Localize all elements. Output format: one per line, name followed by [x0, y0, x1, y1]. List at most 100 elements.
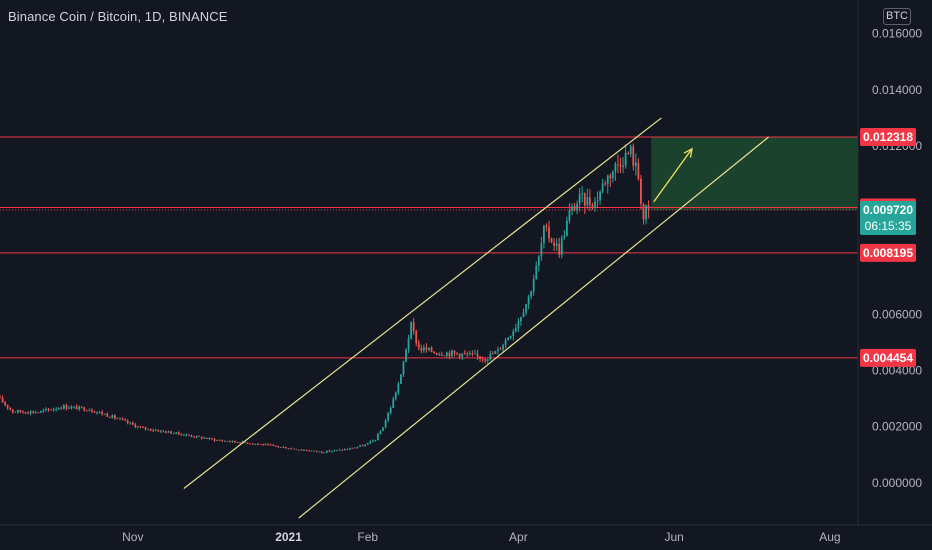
channel-lower-line[interactable] [298, 136, 770, 519]
candle-body-224 [571, 206, 573, 211]
candle-body-41 [103, 414, 106, 415]
candle-body-244 [622, 165, 624, 167]
candle-body-104 [264, 444, 267, 446]
candle-body-57 [144, 427, 147, 430]
candle-body-112 [285, 447, 287, 449]
candle-body-144 [366, 443, 369, 445]
candle-body-69 [175, 432, 178, 434]
candle-body-174 [443, 355, 446, 357]
y-tick-label: 0.006000 [872, 307, 922, 321]
candle-body-247 [629, 146, 632, 155]
candle-body-113 [287, 448, 290, 450]
candle-body-191 [486, 359, 489, 361]
time-axis[interactable]: Nov 2021 Feb Apr Jun Aug [122, 530, 840, 544]
candle-body-74 [188, 434, 190, 436]
candle-body-103 [262, 444, 264, 446]
candle-body-35 [88, 410, 91, 412]
candle-body-150 [382, 427, 384, 431]
candle-body-100 [254, 443, 257, 445]
candle-body-31 [78, 406, 81, 410]
candle-body-29 [73, 406, 75, 408]
candle-body-186 [474, 353, 476, 355]
level-tag-label: 0.012318 [863, 130, 913, 144]
candle-body-138 [351, 448, 354, 449]
candle-body-204 [520, 317, 522, 322]
candle-body-46 [116, 418, 119, 420]
candle-body-183 [466, 353, 469, 355]
candle-body-250 [637, 162, 640, 179]
candle-body-116 [295, 449, 298, 450]
candle-body-27 [68, 408, 70, 409]
candle-body-171 [435, 352, 438, 355]
candle-body-122 [310, 450, 313, 452]
candle-body-178 [453, 350, 456, 353]
candle-body-181 [461, 353, 464, 357]
candle-body-212 [540, 243, 543, 257]
candle-body-197 [502, 345, 504, 350]
candle-body-158 [402, 361, 405, 375]
candle-body-218 [555, 243, 558, 246]
candle-body-45 [114, 415, 116, 419]
candle-body-180 [458, 353, 461, 357]
candle-body-99 [251, 443, 254, 445]
candle-body-102 [259, 444, 262, 445]
candle-body-55 [139, 426, 142, 428]
candle-body-52 [131, 422, 134, 425]
candle-body-163 [415, 331, 418, 344]
candle-body-40 [101, 411, 104, 415]
x-tick-label: Feb [357, 530, 378, 544]
candle-body-179 [456, 352, 458, 354]
candle-body-32 [80, 406, 83, 408]
candle-body-114 [290, 448, 293, 450]
y-tick-label: 0.016000 [872, 27, 922, 41]
candle-body-154 [392, 398, 395, 408]
candle-body-18 [45, 409, 47, 411]
currency-badge[interactable]: BTC [883, 8, 911, 25]
candle-body-107 [272, 445, 275, 446]
candle-body-71 [180, 433, 183, 436]
candle-body-101 [257, 443, 259, 445]
price-axis[interactable]: 0.0000000.0020000.0040000.0060000.012000… [872, 27, 922, 490]
candle-body-167 [425, 347, 428, 350]
candle-body-248 [632, 146, 635, 166]
candle-body-222 [565, 220, 568, 236]
candle-body-234 [596, 200, 599, 202]
candle-body-242 [617, 163, 619, 165]
candle-body-119 [302, 450, 305, 451]
candle-body-137 [348, 448, 351, 450]
target-arrow-head [683, 147, 693, 158]
candle-body-200 [509, 335, 512, 338]
level-tag-label: 0.008195 [863, 246, 913, 260]
candle-body-8 [19, 410, 22, 412]
target-arrow[interactable] [653, 148, 693, 203]
x-tick-label: Jun [664, 530, 683, 544]
candle-body-12 [29, 411, 32, 414]
candle-body-11 [27, 413, 29, 414]
current-price-label: 0.009720 [863, 203, 913, 217]
candle-body-26 [65, 405, 68, 409]
candle-body-48 [121, 418, 124, 420]
candle-body-149 [379, 430, 382, 435]
candle-body-227 [578, 193, 581, 204]
candle-body-225 [573, 206, 576, 211]
current-price-box [860, 201, 916, 235]
candle-body-194 [494, 351, 497, 354]
candle-body-50 [126, 420, 129, 423]
candle-body-210 [535, 265, 538, 280]
x-tick-label: Nov [122, 530, 143, 544]
candle-body-156 [397, 383, 400, 393]
candle-body-44 [111, 415, 114, 418]
candle-body-47 [119, 418, 121, 420]
candle-body-70 [177, 432, 180, 434]
candle-body-162 [412, 322, 415, 332]
candle-body-176 [448, 352, 451, 357]
candle-body-64 [162, 430, 165, 432]
channel-upper-line[interactable] [183, 117, 662, 489]
candle-body-251 [640, 178, 642, 204]
candle-body-65 [165, 431, 167, 433]
candle-body-132 [336, 449, 338, 451]
candle-body-245 [624, 153, 627, 166]
candle-body-49 [124, 419, 127, 421]
